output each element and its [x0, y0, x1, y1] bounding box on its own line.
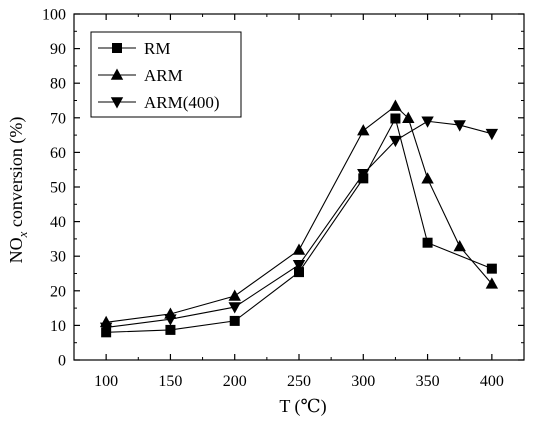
data-point-arm-400 [357, 169, 370, 181]
data-point-rm [165, 324, 176, 335]
data-point-arm-400 [164, 314, 177, 326]
x-tick-label: 300 [351, 373, 375, 390]
y-tick-label: 90 [50, 41, 66, 58]
y-tick-label: 100 [42, 7, 66, 24]
data-point-rm [229, 315, 240, 326]
y-axis-title: NOx conversion (%) [6, 117, 30, 264]
data-point-rm [294, 267, 304, 278]
data-point-rm [390, 113, 401, 124]
series-line-arm [106, 105, 493, 323]
y-tick-label: 40 [50, 214, 66, 231]
series-layer [99, 99, 499, 338]
data-point-rm [422, 237, 433, 248]
data-point-arm-400 [453, 120, 466, 132]
y-tick-label: 10 [50, 318, 66, 335]
y-tick-label: 50 [50, 180, 66, 197]
data-point-rm [486, 263, 497, 274]
data-point-arm [402, 111, 415, 123]
legend-label-rm: RM [144, 39, 170, 58]
y-tick-label: 80 [50, 76, 66, 93]
x-tick-label: 150 [158, 373, 182, 390]
data-point-arm-400 [485, 128, 499, 141]
axes: 0 10 20 30 40 50 60 70 80 90 100 100 150 200 250 300 350… [42, 7, 525, 390]
legend: RM ARM ARM(400) [90, 31, 242, 118]
legend-entries: RM ARM ARM(400) [98, 39, 220, 112]
data-point-arm-400 [99, 322, 113, 334]
y-tick-label: 60 [50, 145, 66, 162]
data-point-arm [421, 172, 434, 184]
y-tick-label: 0 [58, 353, 66, 370]
legend-marker-rm [112, 43, 122, 53]
data-point-arm [453, 240, 466, 252]
legend-label-arm: ARM [144, 66, 183, 85]
series-arm-400 [99, 116, 499, 334]
data-point-arm-400 [228, 302, 241, 314]
legend-label-arm-400: ARM(400) [144, 93, 220, 112]
y-axis-title-subscript: x [15, 231, 30, 238]
y-tick-label: 70 [50, 110, 66, 127]
data-point-arm-400 [292, 260, 306, 272]
data-point-arm-400 [389, 135, 402, 148]
x-tick-label: 350 [416, 373, 440, 390]
series-line-rm [106, 116, 493, 333]
data-point-arm [292, 243, 306, 255]
x-tick-label: 100 [94, 373, 118, 390]
data-point-arm [228, 289, 241, 301]
y-axis-title-suffix: conversion (%) [6, 117, 27, 232]
data-point-arm [389, 99, 402, 111]
series-rm [101, 113, 497, 338]
series-arm [99, 99, 499, 328]
x-tick-label: 200 [223, 373, 247, 390]
x-tick-label: 400 [480, 373, 504, 390]
data-point-arm-400 [421, 116, 434, 128]
x-axis-title: T (℃) [279, 396, 326, 417]
x-tick-label: 250 [287, 373, 311, 390]
series-line-arm-400 [106, 120, 493, 329]
y-tick-label: 30 [50, 249, 66, 266]
data-point-arm [485, 277, 499, 289]
legend-marker-arm [110, 68, 124, 80]
data-point-arm [357, 124, 370, 136]
y-axis-title-prefix: NO [6, 237, 26, 263]
y-tick-label: 20 [50, 283, 66, 300]
legend-marker-arm-400 [110, 97, 124, 109]
